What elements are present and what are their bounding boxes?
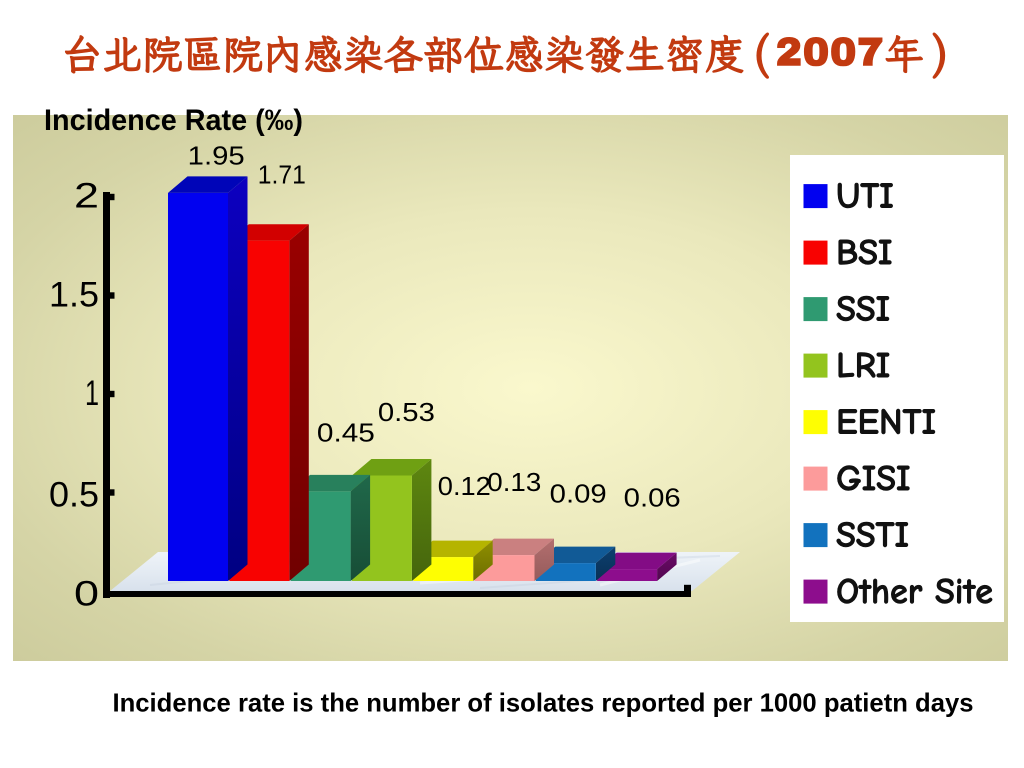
svg-text:0: 0 (74, 575, 99, 614)
svg-text:0.13: 0.13 (487, 467, 541, 497)
svg-text:Incidence rate is the number o: Incidence rate is the number of isolates… (113, 688, 974, 718)
svg-text:0.12: 0.12 (438, 471, 491, 501)
svg-text:1: 1 (85, 374, 99, 413)
svg-text:1.95: 1.95 (188, 141, 245, 171)
svg-text:1.71: 1.71 (258, 160, 306, 190)
svg-text:0.09: 0.09 (550, 478, 607, 508)
svg-text:Incidence Rate (‰): Incidence Rate (‰) (44, 104, 303, 137)
svg-text:0.53: 0.53 (378, 397, 435, 427)
svg-text:2: 2 (74, 177, 99, 216)
svg-text:0.5: 0.5 (49, 476, 99, 515)
svg-text:1.5: 1.5 (49, 276, 99, 315)
svg-text:0.06: 0.06 (624, 483, 681, 513)
svg-text:0.45: 0.45 (317, 418, 375, 448)
